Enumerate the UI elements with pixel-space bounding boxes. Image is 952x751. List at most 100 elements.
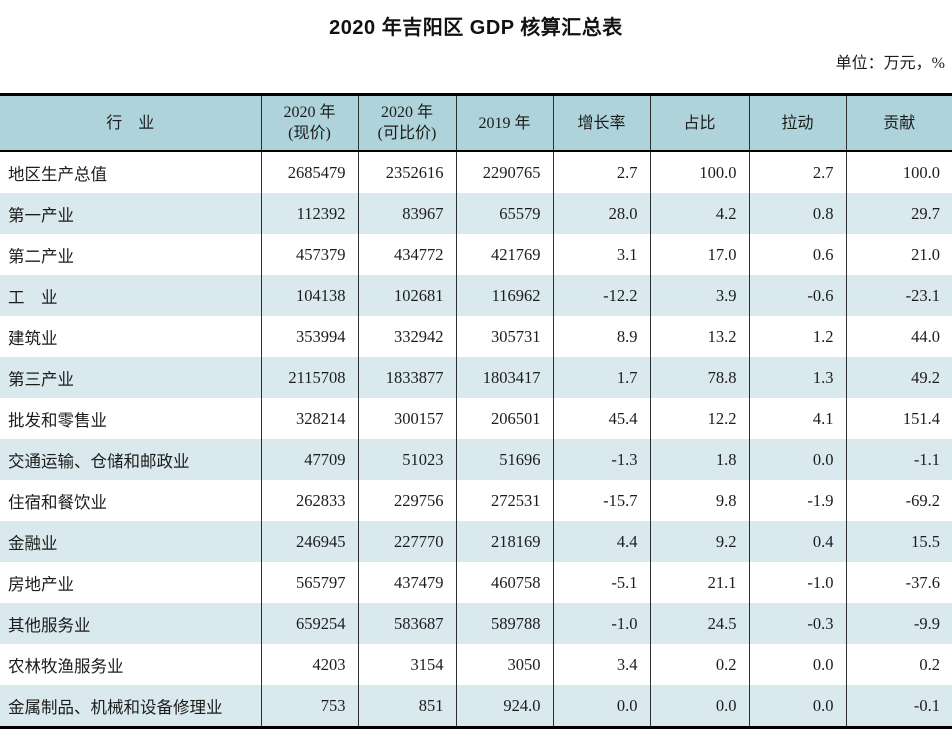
table-row: 房地产业 565797 437479 460758 -5.1 21.1 -1.0 -37.6	[0, 562, 952, 603]
table-row: 第三产业 2115708 1833877 1803417 1.7 78.8 1.3 49.2	[0, 357, 952, 398]
value-cell: 78.8	[649, 357, 749, 398]
table-row: 批发和零售业 328214 300157 206501 45.4 12.2 4.1 151.4	[0, 398, 952, 439]
value-cell: -9.9	[845, 603, 952, 644]
value-cell: 3.1	[552, 234, 650, 275]
table-row: 地区生产总值 2685479 2352616 2290765 2.7 100.0 2.7 10…	[0, 151, 952, 193]
value-cell: 151.4	[845, 398, 952, 439]
value-cell: 29.7	[845, 193, 952, 234]
value-cell: 0.2	[649, 644, 749, 685]
value-cell: 51023	[357, 439, 456, 480]
value-cell: -1.0	[748, 562, 846, 603]
value-cell: 229756	[357, 480, 456, 521]
table-row: 第二产业 457379 434772 421769 3.1 17.0 0.6 21.0	[0, 234, 952, 275]
table-row: 交通运输、仓储和邮政业 47709 51023 51696 -1.3 1.8 0.0 -1.1	[0, 439, 952, 480]
column-header: 2019 年	[455, 94, 553, 151]
value-cell: -1.0	[552, 603, 650, 644]
value-cell: 0.0	[748, 685, 846, 728]
value-cell: 100.0	[845, 151, 952, 193]
value-cell: -1.1	[845, 439, 952, 480]
value-cell: 0.4	[748, 521, 846, 562]
value-cell: -23.1	[845, 275, 952, 316]
value-cell: 45.4	[552, 398, 650, 439]
industry-cell: 建筑业	[8, 328, 58, 348]
industry-cell: 交通运输、仓储和邮政业	[8, 451, 190, 471]
industry-cell: 工 业	[8, 287, 58, 307]
value-cell: 0.2	[845, 644, 952, 685]
table-row: 住宿和餐饮业 262833 229756 272531 -15.7 9.8 -1.9 -69.…	[0, 480, 952, 521]
value-cell: 83967	[357, 193, 456, 234]
value-cell: 0.0	[748, 439, 846, 480]
column-header-line: 行 业	[106, 114, 155, 132]
value-cell: -0.6	[748, 275, 846, 316]
value-cell: 659254	[260, 603, 358, 644]
value-cell: 353994	[260, 316, 358, 357]
value-cell: 1.8	[649, 439, 749, 480]
value-cell: 3050	[455, 644, 553, 685]
table-row: 金融业 246945 227770 218169 4.4 9.2 0.4 15.5	[0, 521, 952, 562]
unit-note: 单位：万元，%	[835, 55, 945, 72]
value-cell: 116962	[455, 275, 553, 316]
industry-cell: 房地产业	[8, 574, 74, 594]
value-cell: 17.0	[649, 234, 749, 275]
value-cell: 328214	[260, 398, 358, 439]
value-cell: 47709	[260, 439, 358, 480]
value-cell: 332942	[357, 316, 456, 357]
industry-cell: 地区生产总值	[8, 164, 107, 184]
value-cell: 0.0	[748, 644, 846, 685]
value-cell: 102681	[357, 275, 456, 316]
column-header-line: 2020 年	[380, 104, 433, 121]
industry-cell: 金融业	[8, 533, 58, 553]
value-cell: 15.5	[845, 521, 952, 562]
document-page: 2020 年吉阳区 GDP 核算汇总表 单位：万元，% 行 业 2020 年 (现价…	[0, 17, 952, 729]
industry-cell: 金属制品、机械和设备修理业	[8, 697, 223, 717]
column-header-line: 2019 年	[478, 114, 531, 132]
value-cell: 112392	[260, 193, 358, 234]
value-cell: 1.3	[748, 357, 846, 398]
column-header-line: 2020 年	[283, 104, 336, 121]
value-cell: 0.8	[748, 193, 846, 234]
value-cell: 104138	[260, 275, 358, 316]
value-cell: -37.6	[845, 562, 952, 603]
industry-cell: 第三产业	[8, 369, 74, 389]
column-header: 贡献	[845, 94, 952, 151]
value-cell: 0.0	[649, 685, 749, 728]
industry-cell: 住宿和餐饮业	[8, 492, 107, 512]
table-row: 第一产业 112392 83967 65579 28.0 4.2 0.8 29.7	[0, 193, 952, 234]
value-cell: -0.1	[845, 685, 952, 728]
industry-cell: 农林牧渔服务业	[8, 656, 124, 676]
value-cell: -5.1	[552, 562, 650, 603]
value-cell: 227770	[357, 521, 456, 562]
column-header-line: 增长率	[577, 114, 626, 132]
value-cell: 21.0	[845, 234, 952, 275]
value-cell: 1833877	[357, 357, 456, 398]
value-cell: 2.7	[748, 151, 846, 193]
value-cell: 565797	[260, 562, 358, 603]
value-cell: 9.8	[649, 480, 749, 521]
value-cell: 753	[260, 685, 358, 728]
value-cell: 49.2	[845, 357, 952, 398]
value-cell: 1.2	[748, 316, 846, 357]
page-title: 2020 年吉阳区 GDP 核算汇总表	[329, 17, 623, 39]
column-header: 2020 年 (可比价)	[357, 94, 456, 151]
table-row: 农林牧渔服务业 4203 3154 3050 3.4 0.2 0.0 0.2	[0, 644, 952, 685]
value-cell: 44.0	[845, 316, 952, 357]
value-cell: 460758	[455, 562, 553, 603]
value-cell: 4.4	[552, 521, 650, 562]
industry-cell: 第一产业	[8, 205, 74, 225]
value-cell: 0.6	[748, 234, 846, 275]
value-cell: -15.7	[552, 480, 650, 521]
table-row: 金属制品、机械和设备修理业 753 851 924.0 0.0 0.0 0.0 -0.1	[0, 685, 952, 728]
value-cell: -0.3	[748, 603, 846, 644]
value-cell: 206501	[455, 398, 553, 439]
column-header: 2020 年 (现价)	[260, 94, 358, 151]
value-cell: 2290765	[455, 151, 553, 193]
value-cell: 3.4	[552, 644, 650, 685]
value-cell: 100.0	[649, 151, 749, 193]
value-cell: 4203	[260, 644, 358, 685]
value-cell: 434772	[357, 234, 456, 275]
table-header-row: 行 业 2020 年 (现价) 2020 年 (可比价) 2019 年 增长率 占比 拉动 贡献	[0, 94, 952, 151]
value-cell: 2115708	[260, 357, 358, 398]
column-header-line: 占比	[683, 114, 716, 132]
value-cell: 246945	[260, 521, 358, 562]
table-row: 其他服务业 659254 583687 589788 -1.0 24.5 -0.3 -9.9	[0, 603, 952, 644]
